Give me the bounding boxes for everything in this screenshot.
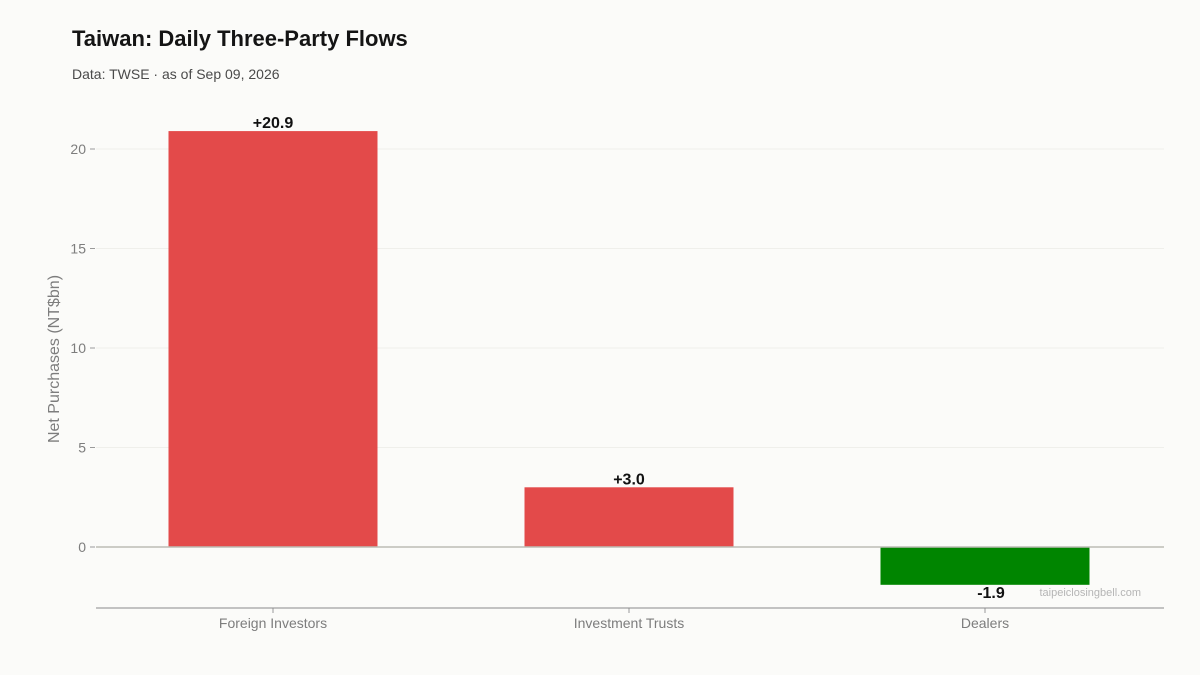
y-axis-label: Net Purchases (NT$bn) xyxy=(46,275,63,443)
data-label: -1.9 xyxy=(977,585,1005,602)
bar-dealers xyxy=(880,547,1090,585)
axes: 0 5 10 15 20 Foreign Investors Investment Trus… xyxy=(70,141,1164,631)
data-label: +3.0 xyxy=(613,471,645,488)
y-tick-label: 0 xyxy=(78,539,86,555)
x-tick-label: Investment Trusts xyxy=(574,615,684,631)
data-label: +20.9 xyxy=(253,115,294,132)
y-tick-label: 20 xyxy=(70,141,86,157)
bars xyxy=(168,131,1090,585)
bar-investment-trusts xyxy=(524,487,734,547)
y-tick-label: 15 xyxy=(70,241,86,257)
bar-foreign-investors xyxy=(168,131,378,547)
watermark-text: taipeiclosingbell.com xyxy=(1040,587,1142,599)
x-tick-label: Foreign Investors xyxy=(219,615,327,631)
data-labels: +20.9 +3.0 -1.9 xyxy=(253,115,1005,602)
chart-subtitle: Data: TWSE · as of Sep 09, 2026 xyxy=(72,66,280,82)
y-tick-label: 10 xyxy=(70,340,86,356)
y-tick-label: 5 xyxy=(78,440,86,456)
x-tick-label: Dealers xyxy=(961,615,1009,631)
chart-title: Taiwan: Daily Three-Party Flows xyxy=(72,26,408,51)
